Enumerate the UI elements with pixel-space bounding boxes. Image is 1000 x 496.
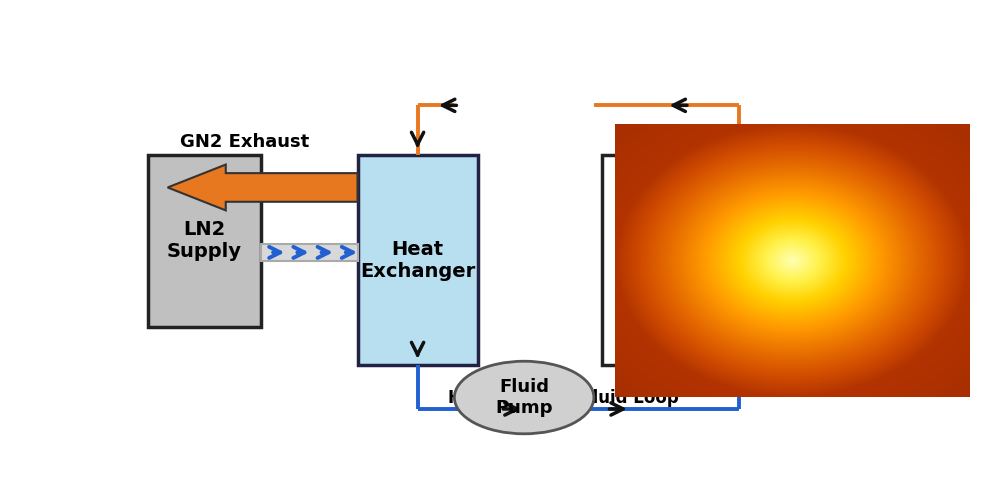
Text: Heat Load: Heat Load [680,250,799,270]
FancyArrow shape [168,165,358,210]
Text: Heat Transfer Fluid Loop: Heat Transfer Fluid Loop [448,388,678,407]
Bar [148,155,261,327]
Bar [261,244,358,261]
Text: Heat
Exchanger: Heat Exchanger [360,240,475,281]
Bar [358,155,478,365]
Bar [602,155,877,365]
Text: Fluid
Pump: Fluid Pump [495,378,553,417]
Text: LN2
Supply: LN2 Supply [167,220,242,261]
Text: GN2 Exhaust: GN2 Exhaust [180,132,310,151]
Ellipse shape [454,361,594,434]
